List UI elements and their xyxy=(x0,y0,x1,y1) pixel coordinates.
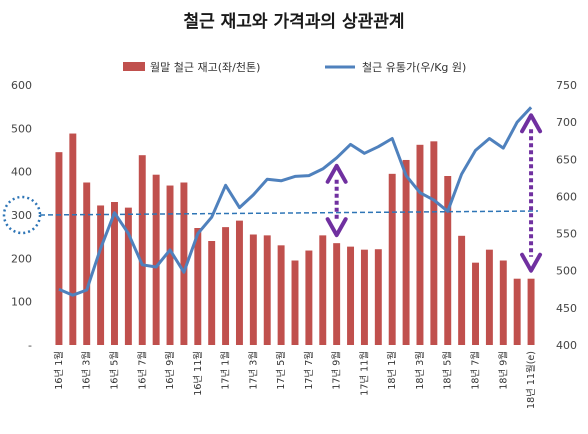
annotation-arrow-head-top xyxy=(520,113,543,134)
y-axis-right: 400 450 500 550 600 650 700 750 xyxy=(556,79,577,352)
bar xyxy=(458,235,466,345)
bar xyxy=(291,260,299,345)
x-tick-label: 18년 7월 xyxy=(470,351,482,390)
annotation-arrows xyxy=(325,113,543,273)
bar xyxy=(124,207,132,345)
annotation-arrow-head-top xyxy=(325,163,348,184)
y-right-tick-label: 650 xyxy=(556,153,577,166)
y-left-tick-label: 600 xyxy=(11,79,32,92)
bar xyxy=(194,228,202,345)
bar xyxy=(138,155,146,345)
y-right-tick-label: 500 xyxy=(556,265,577,278)
y-right-tick-label: 550 xyxy=(556,228,577,241)
y-left-tick-label: 200 xyxy=(11,252,32,265)
x-tick-label: 17년 11월 xyxy=(358,351,370,396)
x-tick-label: 18년 9월 xyxy=(497,351,509,390)
chart-title: 철근 재고와 가격과의 상관관계 xyxy=(183,12,404,32)
x-tick-label: 17년 7월 xyxy=(303,351,315,390)
bar xyxy=(166,185,174,345)
bar xyxy=(416,144,424,345)
y-left-tick-label: - xyxy=(28,339,32,352)
y-axis-left: - 100 200 300 400 500 600 xyxy=(11,79,32,352)
x-tick-label: 18년 11월(e) xyxy=(525,351,537,409)
y-right-tick-label: 700 xyxy=(556,116,577,129)
bar xyxy=(527,278,535,345)
bar xyxy=(360,249,368,345)
bar xyxy=(472,262,479,345)
y-left-tick-label: 300 xyxy=(11,209,32,222)
bar xyxy=(388,173,396,345)
bar xyxy=(222,227,230,345)
x-tick-label: 18년 1월 xyxy=(386,351,398,390)
bar xyxy=(444,176,452,345)
y-left-tick-label: 500 xyxy=(11,122,32,135)
annotation-arrow-head-bottom xyxy=(325,217,348,238)
bar xyxy=(208,241,216,345)
legend-line-label: 철근 유통가(우/Kg 원) xyxy=(362,61,466,74)
bar xyxy=(69,133,77,345)
bar xyxy=(83,182,91,345)
reference-line-group xyxy=(2,195,539,235)
line-series xyxy=(58,106,533,297)
bar xyxy=(235,220,243,345)
bar-series xyxy=(55,133,535,345)
bar xyxy=(319,235,327,345)
x-tick-label: 16년 11월 xyxy=(192,351,204,396)
legend: 월말 철근 재고(좌/천톤) 철근 유통가(우/Kg 원) xyxy=(123,60,466,74)
bar xyxy=(277,245,285,345)
bar xyxy=(180,182,188,345)
x-tick-label: 16년 9월 xyxy=(164,351,176,390)
y-right-tick-label: 600 xyxy=(556,190,577,203)
reference-line xyxy=(39,210,539,216)
bar xyxy=(305,250,313,345)
annotation-arrow-head-bottom xyxy=(520,252,543,273)
legend-bar-swatch xyxy=(123,62,145,71)
reference-circle xyxy=(2,195,42,235)
y-left-tick-label: 100 xyxy=(11,296,32,309)
x-tick-label: 18년 3월 xyxy=(414,351,426,390)
bar xyxy=(499,260,507,345)
x-tick-label: 18년 5월 xyxy=(442,351,454,390)
y-left-tick-label: 400 xyxy=(11,166,32,179)
bar xyxy=(374,249,382,345)
bar xyxy=(485,249,493,345)
x-tick-label: 17년 1월 xyxy=(220,351,232,390)
y-right-tick-label: 400 xyxy=(556,339,577,352)
y-right-tick-label: 450 xyxy=(556,302,577,315)
bar xyxy=(402,159,410,345)
x-tick-label: 16년 1월 xyxy=(53,351,65,390)
bar xyxy=(152,174,160,345)
y-right-tick-label: 750 xyxy=(556,79,577,92)
x-tick-label: 17년 3월 xyxy=(247,351,259,390)
x-tick-label: 16년 3월 xyxy=(81,351,93,390)
x-axis: 16년 1월 16년 3월 16년 5월 16년 7월 16년 9월 16년 11월 17년… xyxy=(53,351,537,409)
price-line xyxy=(58,106,533,297)
bar xyxy=(347,246,355,345)
x-tick-label: 16년 5월 xyxy=(108,351,120,390)
x-tick-label: 17년 9월 xyxy=(331,351,343,390)
x-tick-label: 17년 5월 xyxy=(275,351,287,390)
bar xyxy=(97,205,105,345)
legend-bar-label: 월말 철근 재고(좌/천톤) xyxy=(150,60,260,74)
x-tick-label: 16년 7월 xyxy=(136,351,148,390)
bar xyxy=(430,141,438,345)
bar xyxy=(249,234,257,345)
bar xyxy=(111,202,118,345)
bar xyxy=(55,152,63,345)
bar xyxy=(333,243,341,345)
bar xyxy=(513,278,521,345)
bar xyxy=(263,235,271,345)
